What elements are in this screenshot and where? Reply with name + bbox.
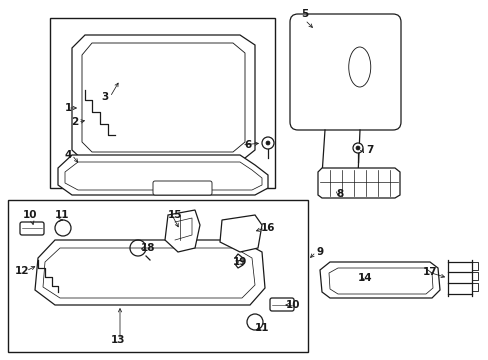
Text: 6: 6 — [244, 140, 251, 150]
Text: 10: 10 — [23, 210, 37, 220]
Polygon shape — [43, 248, 254, 298]
Circle shape — [55, 220, 71, 236]
Text: 1: 1 — [64, 103, 71, 113]
Polygon shape — [58, 155, 267, 195]
Text: 19: 19 — [232, 257, 246, 267]
Text: 14: 14 — [357, 273, 371, 283]
Text: 9: 9 — [316, 247, 323, 257]
Bar — [8, 200, 307, 352]
Circle shape — [262, 137, 273, 149]
FancyBboxPatch shape — [269, 298, 293, 311]
Polygon shape — [164, 210, 200, 252]
Text: 16: 16 — [260, 223, 275, 233]
Circle shape — [265, 141, 269, 145]
Text: 8: 8 — [336, 189, 343, 199]
Circle shape — [246, 314, 263, 330]
Circle shape — [355, 146, 359, 150]
Text: 7: 7 — [366, 145, 373, 155]
Ellipse shape — [348, 47, 370, 87]
FancyBboxPatch shape — [20, 222, 44, 235]
Text: 11: 11 — [254, 323, 269, 333]
Polygon shape — [82, 43, 244, 152]
Polygon shape — [317, 168, 399, 198]
Bar — [50, 18, 274, 188]
Text: 3: 3 — [101, 92, 108, 102]
Polygon shape — [328, 268, 432, 294]
Text: 18: 18 — [141, 243, 155, 253]
Polygon shape — [220, 215, 262, 252]
Polygon shape — [72, 35, 254, 162]
Text: 4: 4 — [64, 150, 72, 160]
Text: 17: 17 — [422, 267, 436, 277]
FancyBboxPatch shape — [289, 14, 400, 130]
Polygon shape — [319, 262, 439, 298]
Text: 5: 5 — [301, 9, 308, 19]
Polygon shape — [65, 162, 262, 190]
Circle shape — [352, 143, 362, 153]
Text: 12: 12 — [15, 266, 29, 276]
Text: 10: 10 — [285, 300, 300, 310]
Text: 11: 11 — [55, 210, 69, 220]
Text: 15: 15 — [167, 210, 182, 220]
Text: 13: 13 — [110, 335, 125, 345]
Polygon shape — [35, 240, 264, 305]
Text: 2: 2 — [71, 117, 79, 127]
FancyBboxPatch shape — [153, 181, 212, 195]
